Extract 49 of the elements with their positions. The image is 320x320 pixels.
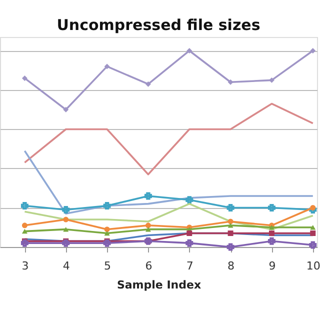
- point: [103, 202, 111, 210]
- point: [228, 223, 234, 228]
- point: [268, 204, 276, 212]
- point: [186, 48, 192, 54]
- point: [22, 75, 28, 81]
- point: [63, 216, 69, 222]
- x-tick-label: 9: [268, 260, 276, 272]
- point: [62, 239, 70, 247]
- point: [103, 239, 111, 247]
- point: [268, 237, 276, 245]
- point: [145, 81, 151, 87]
- point: [226, 243, 234, 251]
- point: [268, 225, 274, 230]
- point: [22, 228, 28, 234]
- point: [309, 206, 317, 214]
- point: [186, 196, 194, 204]
- point: [144, 192, 152, 200]
- point: [186, 239, 194, 247]
- chart-title: Uncompressed file sizes: [56, 16, 260, 34]
- point: [310, 48, 316, 54]
- point: [310, 230, 316, 236]
- point: [145, 222, 151, 228]
- point: [20, 239, 28, 247]
- point: [62, 206, 70, 214]
- x-tick-label: 8: [228, 260, 235, 272]
- point: [20, 202, 28, 210]
- point: [186, 230, 192, 236]
- point: [310, 225, 316, 230]
- point: [104, 226, 110, 232]
- x-tick-label: 6: [145, 260, 152, 272]
- point: [104, 64, 110, 70]
- point: [228, 218, 234, 224]
- point: [228, 79, 234, 85]
- x-tick-label: 3: [22, 260, 29, 272]
- point: [63, 106, 69, 112]
- point: [22, 222, 28, 228]
- point: [104, 230, 110, 236]
- point: [268, 230, 274, 236]
- x-tick-label: 7: [186, 260, 194, 272]
- x-tick-label: 10: [306, 260, 320, 272]
- point: [310, 205, 316, 210]
- point: [309, 241, 317, 249]
- point: [228, 230, 234, 236]
- point: [226, 204, 234, 212]
- x-axis-title: Sample Index: [116, 278, 202, 292]
- x-tick-label: 5: [104, 260, 112, 272]
- point: [63, 226, 69, 232]
- point: [145, 226, 151, 232]
- x-tick-label: 4: [62, 260, 70, 272]
